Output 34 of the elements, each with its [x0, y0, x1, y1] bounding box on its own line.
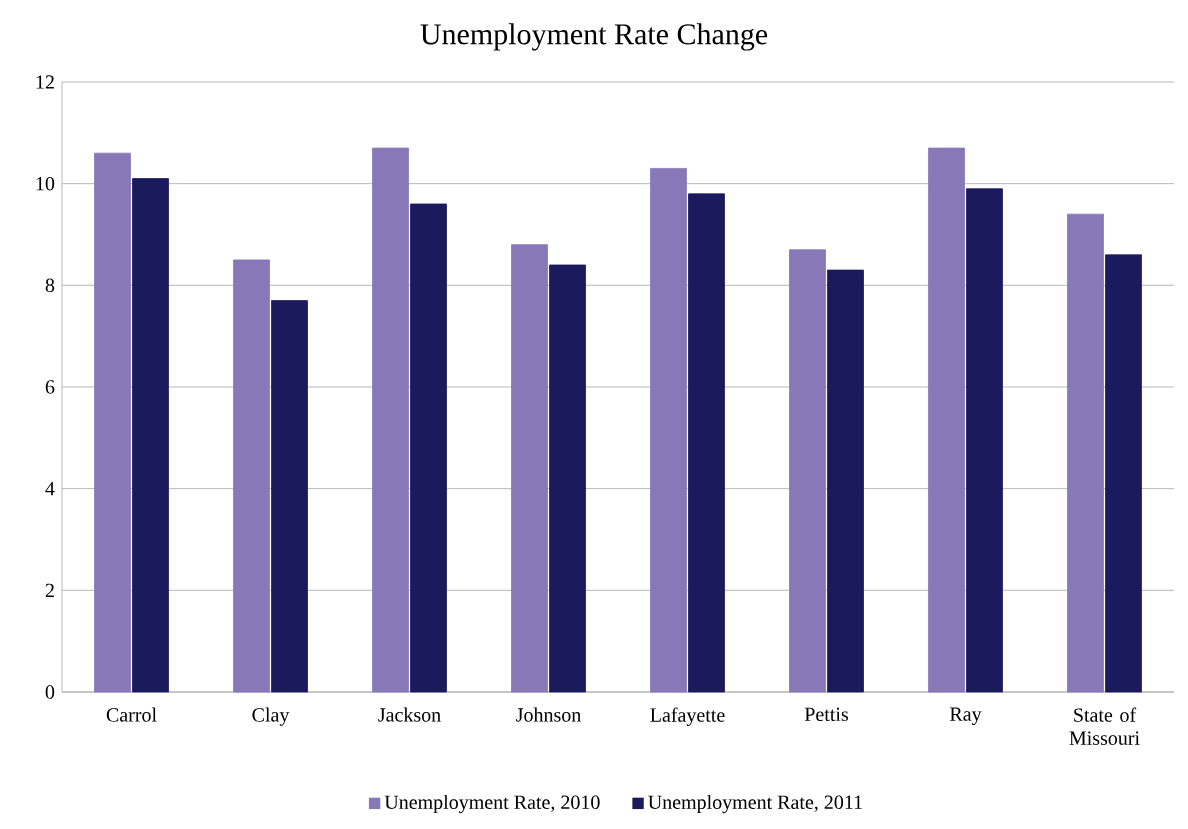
chart-title: Unemployment Rate Change	[420, 23, 768, 51]
bar	[688, 193, 725, 693]
y-tick-label: 8	[45, 278, 55, 293]
bar	[1105, 254, 1142, 693]
bar	[928, 147, 965, 693]
x-tick-label: Jackson	[378, 707, 441, 722]
bar	[410, 203, 447, 693]
x-tick-label: Pettis	[804, 707, 849, 722]
y-tick-label: 0	[45, 685, 55, 699]
bar	[132, 178, 169, 693]
bar	[511, 244, 548, 693]
x-tick-label: Ray	[949, 707, 982, 726]
y-tick-label: 10	[36, 176, 55, 191]
x-tick-label: Carrol	[106, 707, 157, 722]
x-tick-label: Clay	[252, 707, 290, 726]
bar	[789, 249, 826, 693]
bar	[372, 147, 409, 693]
legend-label: Unemployment Rate, 2010	[384, 794, 600, 814]
x-tick-label: Lafayette	[650, 707, 725, 726]
bar	[1067, 213, 1104, 693]
y-tick-label: 6	[45, 380, 55, 394]
bar	[966, 188, 1003, 693]
bar	[94, 152, 131, 693]
x-tick-label: State of Missouri	[1069, 707, 1140, 745]
y-tick-label: 12	[36, 75, 54, 89]
legend-label: Unemployment Rate, 2011	[648, 794, 862, 814]
bar	[549, 264, 586, 693]
bar	[650, 168, 687, 693]
y-tick-label: 2	[45, 583, 54, 597]
bar	[827, 269, 864, 693]
bar	[271, 300, 308, 693]
bar	[233, 259, 270, 693]
y-tick-label: 4	[45, 482, 55, 496]
x-tick-label: Johnson	[516, 707, 581, 722]
